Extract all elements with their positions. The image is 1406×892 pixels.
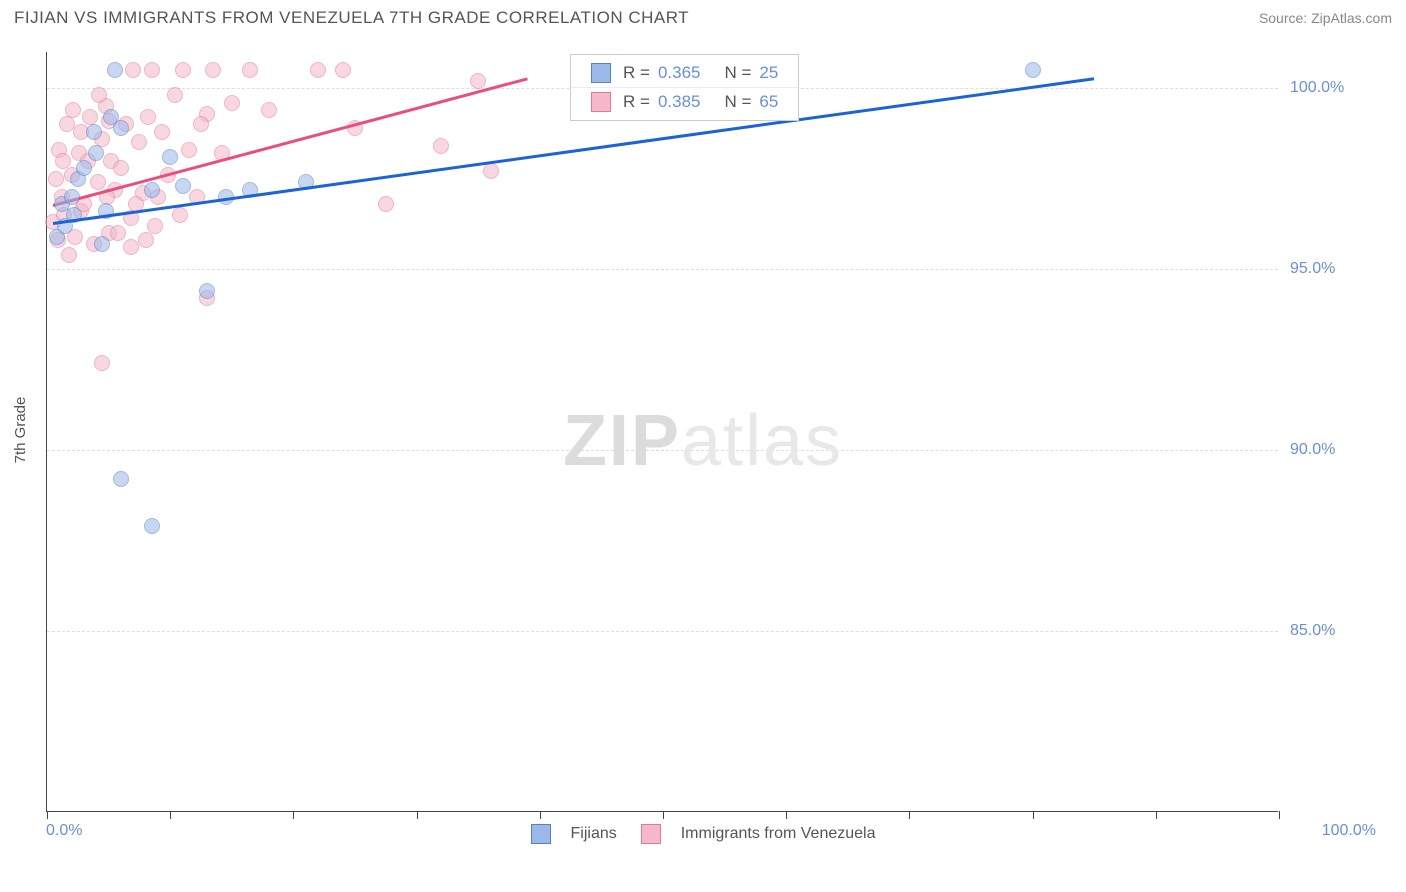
swatch-venezuela <box>591 92 611 112</box>
scatter-point-fijians <box>86 124 102 140</box>
scatter-point-fijians <box>144 182 160 198</box>
x-tick <box>909 811 910 819</box>
series-legend: Fijians Immigrants from Venezuela <box>0 824 1406 844</box>
scatter-point-fijians <box>113 120 129 136</box>
scatter-point-venezuela <box>470 73 486 89</box>
scatter-point-venezuela <box>90 174 106 190</box>
scatter-point-venezuela <box>335 62 351 78</box>
scatter-point-venezuela <box>82 109 98 125</box>
swatch-venezuela <box>641 824 661 844</box>
scatter-point-fijians <box>199 283 215 299</box>
scatter-point-fijians <box>144 518 160 534</box>
scatter-point-venezuela <box>138 232 154 248</box>
x-tick <box>170 811 171 819</box>
scatter-point-venezuela <box>310 62 326 78</box>
y-tick-label: 90.0% <box>1290 441 1335 459</box>
scatter-point-venezuela <box>205 62 221 78</box>
scatter-point-venezuela <box>172 207 188 223</box>
scatter-point-venezuela <box>94 355 110 371</box>
scatter-point-venezuela <box>110 225 126 241</box>
scatter-point-fijians <box>113 471 129 487</box>
x-tick <box>47 811 48 819</box>
scatter-point-venezuela <box>65 102 81 118</box>
source-label: Source: ZipAtlas.com <box>1259 10 1392 26</box>
scatter-point-venezuela <box>433 138 449 154</box>
legend-row-venezuela: R = 0.385 N = 65 <box>571 87 798 116</box>
y-tick-label: 85.0% <box>1290 622 1335 640</box>
x-tick <box>1033 811 1034 819</box>
scatter-point-venezuela <box>91 87 107 103</box>
scatter-point-venezuela <box>483 163 499 179</box>
scatter-point-venezuela <box>242 62 258 78</box>
x-tick <box>663 811 664 819</box>
gridline <box>47 450 1278 451</box>
trendline-venezuela <box>53 77 528 206</box>
scatter-point-venezuela <box>175 62 191 78</box>
n-value-venezuela: 65 <box>759 92 778 112</box>
legend-row-fijians: R = 0.365 N = 25 <box>571 59 798 87</box>
scatter-point-fijians <box>88 145 104 161</box>
x-tick <box>417 811 418 819</box>
scatter-point-fijians <box>162 149 178 165</box>
scatter-point-venezuela <box>154 124 170 140</box>
x-tick <box>540 811 541 819</box>
x-tick <box>1279 811 1280 819</box>
scatter-point-venezuela <box>61 247 77 263</box>
r-label: R = <box>623 92 650 112</box>
scatter-point-venezuela <box>55 153 71 169</box>
scatter-point-venezuela <box>224 95 240 111</box>
scatter-point-venezuela <box>123 239 139 255</box>
chart-title: FIJIAN VS IMMIGRANTS FROM VENEZUELA 7TH … <box>14 8 689 28</box>
y-axis-title: 7th Grade <box>12 397 29 464</box>
scatter-point-fijians <box>175 178 191 194</box>
n-label: N = <box>724 92 751 112</box>
scatter-point-venezuela <box>48 171 64 187</box>
legend-item-fijians: Fijians <box>531 824 617 844</box>
scatter-point-venezuela <box>147 218 163 234</box>
scatter-point-venezuela <box>193 116 209 132</box>
x-tick <box>1156 811 1157 819</box>
scatter-point-venezuela <box>140 109 156 125</box>
n-label: N = <box>724 63 751 83</box>
r-value-venezuela: 0.385 <box>658 92 701 112</box>
scatter-point-venezuela <box>113 160 129 176</box>
scatter-point-venezuela <box>181 142 197 158</box>
n-value-fijians: 25 <box>759 63 778 83</box>
y-tick-label: 95.0% <box>1290 260 1335 278</box>
chart-plot-area <box>46 52 1278 812</box>
swatch-fijians <box>591 63 611 83</box>
scatter-point-venezuela <box>167 87 183 103</box>
gridline <box>47 631 1278 632</box>
legend-item-venezuela: Immigrants from Venezuela <box>641 824 876 844</box>
scatter-point-venezuela <box>378 196 394 212</box>
swatch-fijians <box>531 824 551 844</box>
x-tick <box>293 811 294 819</box>
gridline <box>47 269 1278 270</box>
legend-label-fijians: Fijians <box>571 825 617 843</box>
r-label: R = <box>623 63 650 83</box>
scatter-point-fijians <box>76 160 92 176</box>
legend-label-venezuela: Immigrants from Venezuela <box>681 825 876 843</box>
scatter-point-venezuela <box>59 116 75 132</box>
scatter-point-venezuela <box>144 62 160 78</box>
scatter-point-fijians <box>1025 62 1041 78</box>
x-tick <box>786 811 787 819</box>
scatter-point-fijians <box>107 62 123 78</box>
y-tick-label: 100.0% <box>1290 79 1344 97</box>
scatter-point-venezuela <box>261 102 277 118</box>
r-value-fijians: 0.365 <box>658 63 701 83</box>
scatter-point-venezuela <box>131 134 147 150</box>
scatter-point-fijians <box>64 189 80 205</box>
scatter-point-venezuela <box>125 62 141 78</box>
correlation-legend: R = 0.365 N = 25 R = 0.385 N = 65 <box>570 54 799 121</box>
scatter-point-fijians <box>94 236 110 252</box>
